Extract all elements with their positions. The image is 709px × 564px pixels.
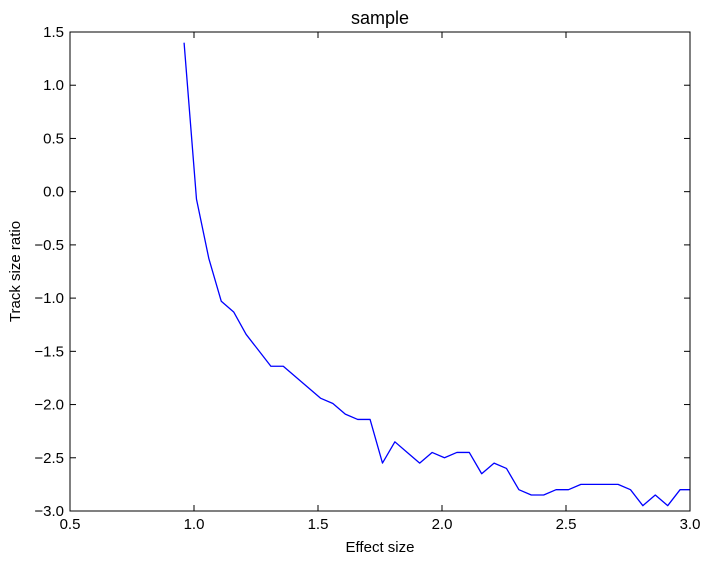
- y-tick-label: −1.5: [34, 343, 64, 360]
- x-tick-label: 2.0: [432, 516, 453, 533]
- y-tick-label: −0.5: [34, 237, 64, 254]
- y-tick-label: −1.0: [34, 290, 64, 307]
- x-tick-label: 2.5: [556, 516, 577, 533]
- x-tick-label: 3.0: [680, 516, 701, 533]
- y-tick-label: 0.5: [43, 130, 64, 147]
- y-tick-label: −3.0: [34, 503, 64, 520]
- chart-title: sample: [351, 8, 409, 28]
- y-axis-label: Track size ratio: [7, 221, 24, 322]
- x-axis-label: Effect size: [346, 539, 415, 556]
- plot-area: 0.5 1.0 1.5 2.0 2.5 3.0 1.5 1.0 0.5 0.0 −0.5 −1.0 −1…: [34, 24, 700, 533]
- series-line: [183, 42, 690, 507]
- x-tick-label: 1.0: [184, 516, 205, 533]
- y-tick-label: −2.0: [34, 397, 64, 414]
- y-tick-label: −2.5: [34, 450, 64, 467]
- y-tick-label: 0.0: [43, 184, 64, 201]
- x-tick-label: 1.5: [308, 516, 329, 533]
- y-tick-label: 1.0: [43, 77, 64, 94]
- y-tick-label: 1.5: [43, 24, 64, 41]
- plot-frame: [69, 31, 691, 512]
- x-tick-label: 0.5: [60, 516, 81, 533]
